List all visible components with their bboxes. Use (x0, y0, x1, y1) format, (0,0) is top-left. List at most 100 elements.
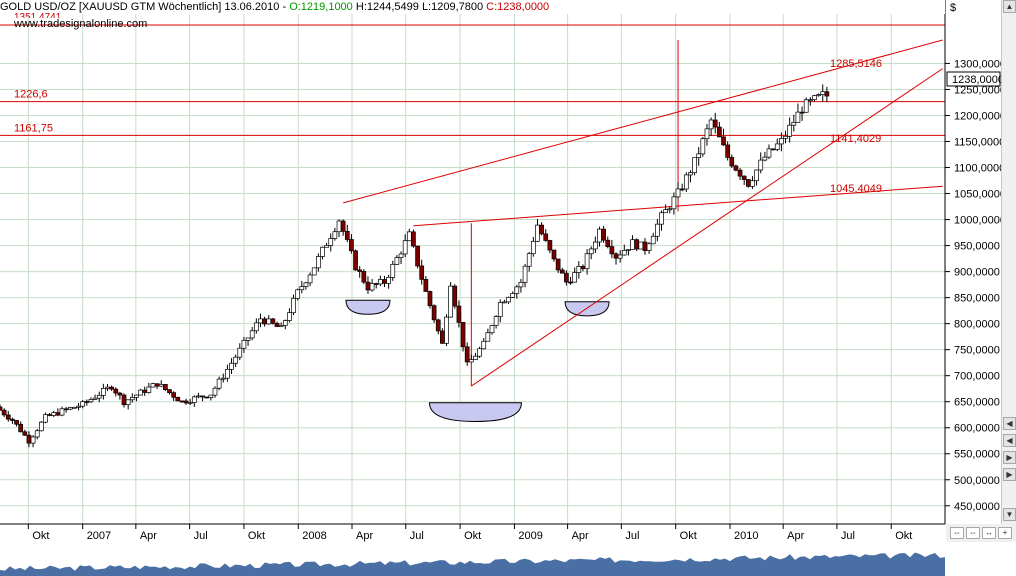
candle (601, 225, 606, 243)
y-tick-label: 950,0000 (954, 241, 1000, 253)
x-tick-label: Okt (248, 530, 265, 542)
candle (493, 315, 499, 329)
candle (34, 428, 40, 440)
candle (696, 147, 702, 166)
y-tick-label: 650,0000 (954, 397, 1000, 409)
candle (555, 258, 561, 273)
x-axis: Okt 2007 Apr Jul Okt 2008 Apr Jul Okt 2009 Apr Jul O… (27, 524, 912, 542)
y-tick-label: 1150,0000 (954, 137, 1005, 149)
candle (807, 97, 813, 106)
candle (125, 399, 131, 410)
x-tick-label: Okt (32, 530, 49, 542)
candle (725, 141, 731, 161)
cup-patterns (345, 299, 610, 422)
candle (704, 124, 710, 146)
candle (386, 274, 391, 289)
candle (92, 394, 98, 401)
candle (1, 408, 7, 418)
vertical-scrollbar[interactable]: ▲ ◀ ◀ ▶ ▶ ▼ (1001, 0, 1016, 524)
candle (241, 336, 247, 353)
y-tick-label: 1250,0000 (954, 84, 1006, 96)
candle (10, 417, 15, 424)
trend-value-label: 1285,5146 (830, 58, 882, 70)
candle (101, 383, 106, 400)
volume-strip (0, 545, 945, 576)
scroll-down-button[interactable]: ▼ (1003, 508, 1016, 521)
candle (774, 138, 780, 152)
candle (584, 249, 590, 275)
scroll-back-button[interactable]: ◀ (1003, 434, 1016, 447)
top-clipped-label: 1351,4741 (14, 13, 61, 18)
zoom-fit-icon[interactable]: ↔ (982, 527, 996, 539)
candle (824, 86, 830, 103)
candle (299, 280, 305, 294)
zoom-out-icon[interactable]: ⇔ (966, 527, 980, 539)
candle (150, 382, 156, 388)
candle (295, 288, 301, 301)
candle (167, 389, 172, 395)
candle (163, 384, 168, 391)
candle (473, 352, 478, 360)
candle (464, 342, 470, 366)
zoom-reset-icon[interactable]: + (998, 527, 1012, 539)
candle (559, 267, 565, 274)
y-tick-label: 1300,0000 (954, 58, 1006, 70)
candle (692, 157, 697, 176)
candle (729, 154, 735, 168)
y-tick-label: 700,0000 (954, 371, 1000, 383)
zoom-in-icon[interactable]: ⇔ (950, 527, 964, 539)
scroll-forward-button[interactable]: ▶ (1003, 451, 1016, 464)
chart-header: GOLD USD/OZ [XAUUSD GTM Wöchentlich] 13.… (0, 0, 945, 14)
header-date: 13.06.2010 (224, 1, 280, 13)
candle (357, 266, 363, 278)
x-tick-label: Apr (787, 530, 804, 542)
candle (291, 294, 296, 316)
candle (30, 435, 36, 448)
candle (270, 317, 276, 325)
candle (233, 354, 239, 368)
level-label: 1161,75 (14, 122, 53, 134)
candle (274, 321, 280, 327)
header-open: O:1219,1000 (289, 1, 353, 13)
candle (791, 114, 797, 132)
candle (688, 170, 693, 183)
candle (667, 206, 673, 214)
candle (390, 260, 396, 281)
candle (212, 386, 218, 398)
candle (59, 406, 65, 417)
candle (564, 270, 569, 286)
candle (679, 183, 685, 192)
candle (460, 322, 466, 352)
candle (617, 250, 623, 263)
candle (229, 358, 234, 375)
x-tick-label: 2007 (87, 530, 111, 542)
candle (311, 267, 317, 276)
candle (646, 242, 652, 254)
candle (485, 328, 491, 342)
candle (650, 232, 656, 245)
header-close: C:1238,0000 (486, 1, 550, 13)
candle (448, 282, 453, 318)
scroll-last-button[interactable]: ▶ (1003, 468, 1016, 481)
plot-background (0, 0, 945, 524)
candle (539, 222, 544, 236)
candle (816, 93, 821, 97)
candle (576, 261, 582, 279)
candle (518, 279, 524, 293)
candle (402, 234, 408, 258)
candle (225, 364, 230, 382)
grid-lines (0, 14, 945, 524)
current-price-flag: 1238,0000 (946, 71, 1004, 87)
scroll-up-button[interactable]: ▲ (1003, 0, 1016, 13)
x-tick-label: Okt (680, 530, 697, 542)
candle (76, 403, 81, 411)
candle (431, 304, 437, 323)
x-tick-label: Jul (194, 530, 208, 542)
candle (634, 238, 640, 252)
candle (663, 204, 668, 214)
candle (171, 391, 176, 402)
trend-line (343, 39, 943, 204)
candle (328, 233, 334, 252)
candle (481, 337, 487, 350)
scroll-first-button[interactable]: ◀ (1003, 417, 1016, 430)
